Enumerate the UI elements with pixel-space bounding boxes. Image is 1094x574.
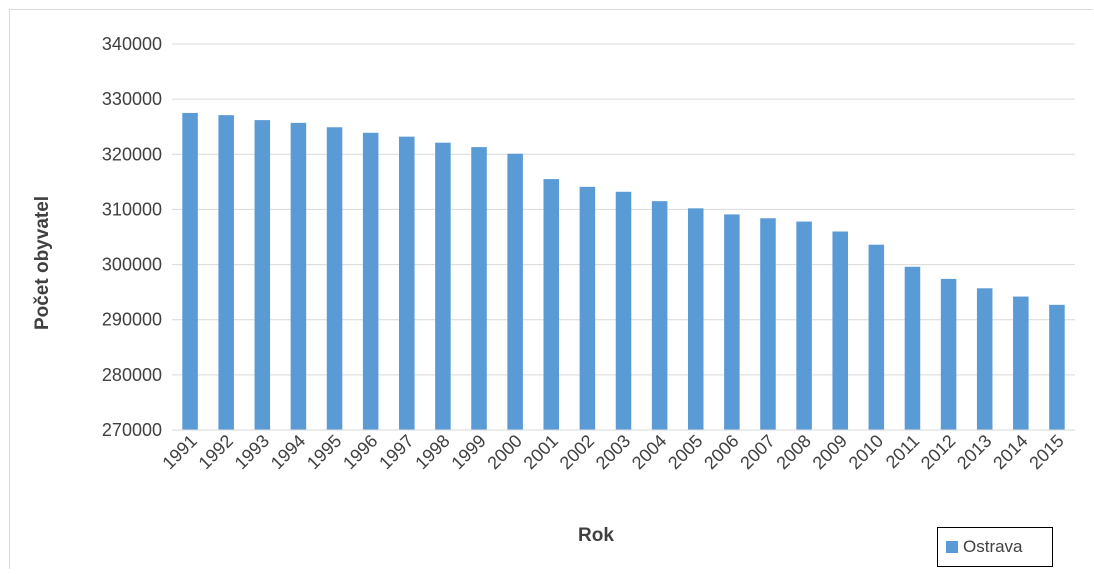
x-tick-label: 2009 <box>809 431 851 473</box>
bar-2008 <box>796 221 812 430</box>
bar-1992 <box>218 115 234 431</box>
x-tick-label: 2002 <box>556 431 598 473</box>
y-tick-label: 290000 <box>102 310 162 330</box>
bar-2000 <box>507 153 523 430</box>
bar-2006 <box>724 214 740 430</box>
bar-1999 <box>471 147 487 431</box>
x-tick-label: 2006 <box>700 431 742 473</box>
x-tick-label: 2008 <box>772 431 814 473</box>
bar-2015 <box>1049 304 1065 430</box>
bar-2002 <box>579 186 596 430</box>
bar-1993 <box>254 120 271 431</box>
bars <box>182 112 1065 431</box>
x-tick-label: 1999 <box>447 431 489 473</box>
bar-2009 <box>832 231 848 430</box>
y-axis-title: Počet obyvatel <box>32 196 53 330</box>
y-tick-label: 310000 <box>102 199 162 219</box>
bar-1996 <box>362 132 379 430</box>
x-tick-label: 2000 <box>484 431 526 473</box>
bar-2011 <box>904 266 921 430</box>
y-tick-label: 340000 <box>102 34 162 54</box>
bar-2001 <box>543 179 560 430</box>
x-tick-label: 1998 <box>411 431 453 473</box>
x-tick-label: 1997 <box>375 431 417 473</box>
bar-2014 <box>1013 296 1029 430</box>
x-tick-label: 1995 <box>303 431 345 473</box>
x-tick-label: 2014 <box>989 431 1031 473</box>
x-tick-label: 2007 <box>736 431 778 473</box>
x-tick-label: 1991 <box>158 431 200 473</box>
x-tick-label: 2013 <box>953 431 995 473</box>
bar-2012 <box>940 278 957 430</box>
legend-label: Ostrava <box>963 537 1023 556</box>
bar-2007 <box>760 218 776 430</box>
x-tick-label: 2005 <box>664 431 706 473</box>
bar-2004 <box>651 201 668 430</box>
y-tick-label: 280000 <box>102 365 162 385</box>
x-tick-label: 1992 <box>195 431 237 473</box>
bar-1998 <box>435 142 451 430</box>
bar-2013 <box>976 288 993 430</box>
x-tick-label: 2011 <box>882 431 924 473</box>
bar-2010 <box>868 244 885 430</box>
x-tick-labels: 1991199219931994199519961997199819992000… <box>158 431 1067 473</box>
bar-1991 <box>182 112 198 430</box>
bar-1994 <box>290 122 307 431</box>
x-tick-label: 1994 <box>267 431 309 473</box>
x-tick-label: 2015 <box>1025 431 1067 473</box>
x-tick-label: 2004 <box>628 431 670 473</box>
chart-frame <box>9 9 1093 569</box>
x-tick-label: 2001 <box>520 431 562 473</box>
x-tick-label: 1993 <box>231 431 273 473</box>
x-tick-label: 2012 <box>917 431 959 473</box>
bar-2005 <box>687 208 704 430</box>
bar-1995 <box>326 127 343 430</box>
x-tick-label: 2010 <box>845 431 887 473</box>
y-tick-label: 300000 <box>102 255 162 275</box>
y-tick-label: 270000 <box>102 420 162 440</box>
y-tick-labels: 270000 280000 290000 300000 310000 320000 3300… <box>102 34 162 440</box>
legend-swatch <box>946 541 958 553</box>
y-tick-label: 320000 <box>102 144 162 164</box>
y-tick-label: 330000 <box>102 89 162 109</box>
legend: Ostrava <box>937 527 1053 567</box>
x-tick-label: 2003 <box>592 431 634 473</box>
bar-2003 <box>615 191 632 430</box>
bar-1997 <box>399 136 415 430</box>
x-axis-title: Rok <box>578 525 614 546</box>
x-tick-label: 1996 <box>339 431 381 473</box>
